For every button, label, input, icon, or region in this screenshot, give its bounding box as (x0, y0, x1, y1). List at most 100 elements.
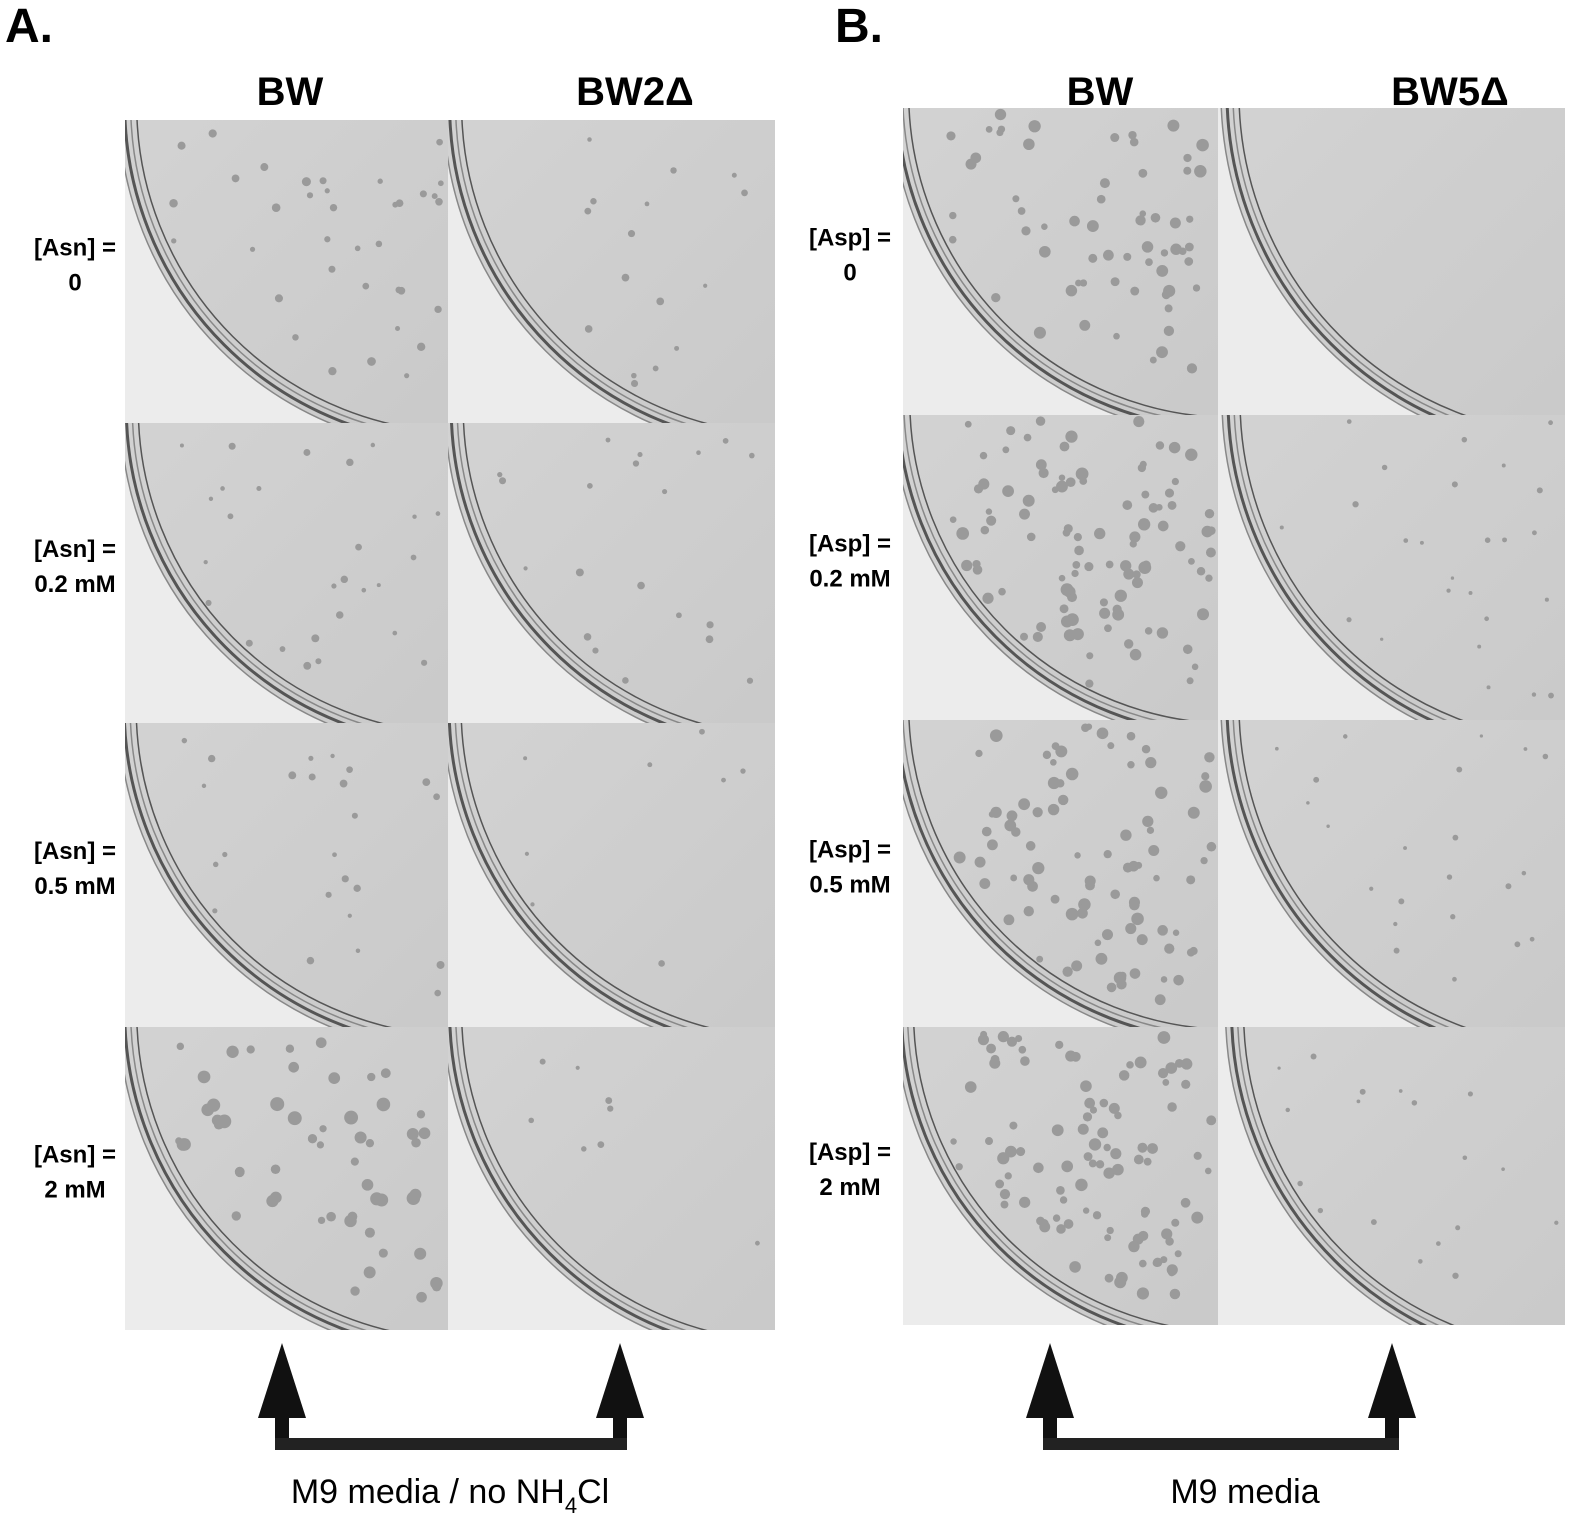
colony (1069, 1261, 1081, 1273)
panel-label: A. (5, 0, 53, 53)
colony (332, 852, 337, 858)
colony (987, 839, 998, 851)
colony (1019, 1196, 1031, 1208)
colony (1163, 325, 1175, 337)
colony (1133, 1154, 1144, 1165)
colony (1411, 1100, 1418, 1106)
colony (292, 334, 299, 341)
colony (1092, 1211, 1102, 1220)
colony (964, 420, 972, 428)
colony (1094, 527, 1106, 540)
colony (1193, 1151, 1202, 1160)
colony (303, 661, 312, 670)
colony (412, 514, 417, 519)
colony (1128, 1240, 1140, 1253)
colony (1479, 734, 1484, 738)
colony (1168, 441, 1181, 454)
colony (361, 587, 367, 593)
colony (344, 1110, 359, 1125)
colony (1297, 1180, 1303, 1187)
colony (956, 527, 970, 540)
colony (1548, 420, 1553, 426)
row-label: [Asn] = (34, 838, 116, 865)
colony (1126, 1061, 1134, 1069)
colony (228, 442, 236, 450)
colony (1033, 326, 1046, 339)
colony (1006, 426, 1016, 436)
colony (524, 851, 529, 856)
colony (946, 131, 956, 141)
colony (961, 559, 973, 572)
plate-dish (1220, 720, 1565, 1027)
colony (1451, 481, 1458, 488)
colony (994, 108, 1007, 121)
colony (1113, 332, 1120, 340)
colony (1133, 416, 1145, 428)
plate-dish (448, 423, 775, 723)
colony (1521, 870, 1527, 876)
colony (1055, 1040, 1064, 1049)
colony (590, 198, 597, 205)
plate-dish (1225, 1027, 1565, 1325)
colony (1017, 207, 1026, 215)
colony (409, 1188, 422, 1201)
colony (1016, 1147, 1026, 1157)
colony (1160, 1256, 1168, 1264)
colony (627, 230, 636, 238)
colony (1285, 1107, 1291, 1113)
colony (1275, 746, 1279, 751)
colony (1138, 168, 1148, 178)
colony (1461, 436, 1468, 443)
colony (1398, 1089, 1403, 1093)
colony (1346, 419, 1352, 424)
colony (1187, 806, 1200, 819)
colony (1554, 1220, 1559, 1225)
colony (1452, 976, 1457, 982)
colony (1036, 955, 1044, 963)
colony (1136, 934, 1148, 946)
colony (1047, 803, 1060, 816)
colony (1501, 463, 1506, 468)
plate-image (448, 1027, 775, 1330)
colony (1096, 194, 1106, 204)
column-header: BW5Δ (1391, 70, 1509, 114)
colony (212, 908, 218, 914)
colony (431, 193, 438, 200)
colony (1450, 576, 1455, 580)
bracket-bar (1043, 1438, 1399, 1450)
plate-dish (125, 1027, 448, 1330)
colony (1536, 487, 1543, 494)
colony (1104, 1234, 1112, 1242)
colony (1118, 971, 1127, 980)
colony (1123, 568, 1135, 580)
colony (376, 1097, 391, 1112)
colony (231, 1211, 241, 1221)
colony (365, 1139, 375, 1148)
colony (176, 1138, 190, 1151)
colony (350, 1157, 359, 1166)
colony (1138, 1259, 1147, 1268)
colony (212, 861, 219, 868)
colony (1462, 1155, 1468, 1161)
plate-image (448, 723, 775, 1027)
colony (197, 1070, 211, 1084)
colony (410, 554, 417, 561)
colony (1079, 279, 1088, 287)
colony (1073, 532, 1082, 542)
colony (1065, 767, 1079, 781)
colony (1279, 525, 1284, 530)
colony (1169, 217, 1181, 229)
colony (497, 471, 503, 478)
colony (1088, 253, 1098, 263)
colony (1033, 1162, 1044, 1174)
colony (1183, 166, 1192, 175)
colony (1063, 629, 1076, 642)
colony (499, 477, 507, 485)
colony (1184, 257, 1194, 266)
colony (977, 1034, 990, 1046)
colony (354, 245, 361, 252)
colony (1022, 494, 1035, 507)
colony (288, 771, 297, 780)
colony (1120, 829, 1132, 841)
colony (1206, 526, 1216, 535)
